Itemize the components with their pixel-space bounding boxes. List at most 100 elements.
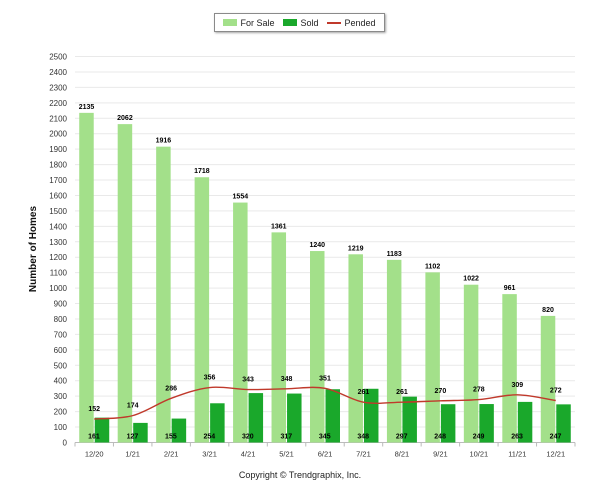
pended-data-label: 309 <box>511 382 523 389</box>
legend: For Sale Sold Pended <box>214 13 385 32</box>
y-tick-label: 500 <box>54 361 68 370</box>
legend-item-sold: Sold <box>283 18 318 28</box>
sold-bar <box>287 393 302 443</box>
y-tick-label: 2300 <box>49 83 67 92</box>
y-tick-label: 1700 <box>49 176 67 185</box>
for-sale-bar <box>79 112 94 443</box>
y-tick-label: 0 <box>63 439 68 448</box>
for-sale-bars: 2135 2062 1916 1718 1554 1361 1240 1219 1183 1102… <box>79 104 556 443</box>
pended-data-label: 270 <box>435 388 447 395</box>
for-sale-bar <box>348 254 363 443</box>
x-tick-label: 1/21 <box>125 450 140 459</box>
pended-line-group: 152 174 286 356 343 348 351 261 261 270 278 309 272 <box>88 375 562 420</box>
for-sale-data-label: 961 <box>504 285 516 292</box>
sold-data-label: 345 <box>319 434 331 441</box>
x-tick-label: 12/20 <box>85 450 104 459</box>
for-sale-bar <box>271 232 287 443</box>
sold-data-label: 247 <box>550 434 562 441</box>
sold-data-label: 155 <box>165 434 177 441</box>
sold-bar <box>556 404 571 443</box>
sold-bar <box>133 422 148 443</box>
x-tick-label: 6/21 <box>318 450 333 459</box>
sold-data-label: 249 <box>473 434 485 441</box>
y-tick-label: 1400 <box>49 222 67 231</box>
pended-data-label: 261 <box>358 389 370 396</box>
y-tick-label: 2200 <box>49 99 67 108</box>
sold-bar <box>517 401 533 443</box>
sold-bar <box>210 403 225 443</box>
sold-data-label: 317 <box>280 434 292 441</box>
sold-bars: 161 127 155 254 320 317 345 348 297 248 249 263 247 <box>88 388 571 443</box>
y-tick-label: 1600 <box>49 191 67 200</box>
x-tick-label: 8/21 <box>395 450 410 459</box>
for-sale-bar <box>310 251 325 443</box>
legend-item-for-sale: For Sale <box>223 17 275 28</box>
for-sale-bar <box>233 202 248 443</box>
for-sale-bar <box>117 124 133 443</box>
sold-data-label: 248 <box>434 434 446 441</box>
sold-data-label: 127 <box>127 434 139 441</box>
legend-label-sold: Sold <box>300 17 319 28</box>
pended-line <box>94 386 556 420</box>
pended-data-label: 152 <box>88 406 100 413</box>
for-sale-data-label: 1361 <box>271 223 287 230</box>
pended-data-label: 174 <box>127 403 139 410</box>
sold-data-label: 263 <box>511 434 523 441</box>
for-sale-data-label: 1022 <box>463 276 479 283</box>
for-sale-data-label: 2062 <box>117 115 133 122</box>
sold-data-label: 161 <box>88 434 100 441</box>
y-tick-label: 2100 <box>49 114 67 123</box>
x-tick-label: 3/21 <box>202 450 217 459</box>
pended-data-label: 286 <box>165 385 177 392</box>
y-tick-label: 900 <box>54 300 68 309</box>
for-sale-data-label: 2135 <box>79 104 95 111</box>
pended-data-label: 351 <box>319 375 331 382</box>
for-sale-bar <box>156 146 171 443</box>
y-tick-label: 200 <box>54 408 68 417</box>
sold-bar <box>440 404 456 443</box>
y-tick-label: 100 <box>54 423 68 432</box>
pended-data-label: 356 <box>204 375 216 382</box>
legend-swatch-for-sale <box>223 19 238 26</box>
legend-label-for-sale: For Sale <box>240 17 275 28</box>
y-tick-label: 600 <box>54 346 68 355</box>
y-tick-label: 800 <box>54 315 68 324</box>
x-tick-label: 4/21 <box>241 450 256 459</box>
for-sale-data-label: 1718 <box>194 168 210 175</box>
for-sale-bar <box>194 177 210 443</box>
for-sale-bar <box>463 284 479 443</box>
pended-data-label: 272 <box>550 388 562 395</box>
for-sale-data-label: 1554 <box>233 194 249 201</box>
legend-swatch-sold <box>283 19 298 26</box>
for-sale-data-label: 1219 <box>348 245 364 252</box>
legend-item-pended: Pended <box>327 18 375 28</box>
pended-data-label: 348 <box>281 376 293 383</box>
sold-bar <box>402 396 417 443</box>
y-tick-label: 1200 <box>49 253 67 262</box>
for-sale-data-label: 820 <box>542 307 554 314</box>
y-tick-label: 2400 <box>49 68 67 77</box>
for-sale-data-label: 1240 <box>309 242 325 249</box>
for-sale-data-label: 1916 <box>156 138 172 145</box>
sold-data-label: 348 <box>357 434 369 441</box>
sold-bar <box>171 418 187 443</box>
sold-bar <box>94 417 110 443</box>
for-sale-bar <box>502 294 517 443</box>
for-sale-bar <box>425 272 440 443</box>
sold-data-label: 297 <box>396 434 408 441</box>
legend-swatch-pended <box>327 21 342 24</box>
sold-bar <box>325 389 340 443</box>
for-sale-bar <box>386 259 402 443</box>
pended-data-label: 343 <box>242 377 254 384</box>
y-tick-label: 1500 <box>49 207 67 216</box>
x-tick-label: 10/21 <box>469 450 488 459</box>
y-tick-label: 1100 <box>50 269 68 278</box>
pended-data-label: 261 <box>396 389 408 396</box>
y-tick-label: 1300 <box>49 238 67 247</box>
for-sale-bar <box>540 315 556 443</box>
x-tick-label: 12/21 <box>546 450 565 459</box>
copyright: Copyright © Trendgraphix, Inc. <box>238 470 362 480</box>
x-axis: 12/20 1/21 2/21 3/21 4/21 5/21 6/21 7/21 8/21 9/2… <box>74 442 576 459</box>
for-sale-data-label: 1102 <box>425 263 440 270</box>
